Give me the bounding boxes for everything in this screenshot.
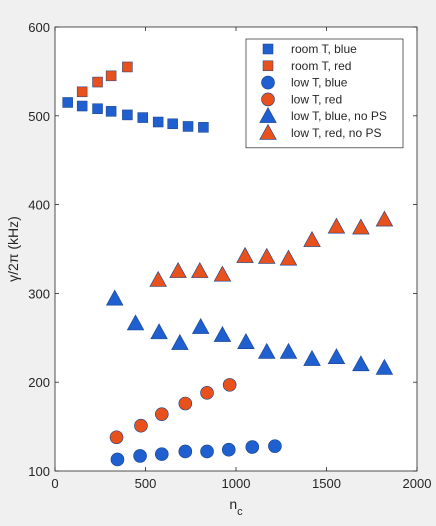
series-3-point-1 (134, 418, 148, 433)
series-5-point-10 (375, 210, 394, 227)
legend-marker-1 (262, 60, 274, 72)
x-tick-label-3: 1500 (312, 476, 341, 491)
series-5-point-8 (327, 217, 346, 234)
legend-marker-5 (259, 123, 277, 140)
series-4-point-8 (279, 342, 298, 359)
x-tick-label-0: 0 (51, 476, 58, 491)
series-5-point-0 (149, 270, 167, 287)
series-2-point-2 (154, 447, 169, 461)
legend: room T, blue room T, red low T, blue low T,… (245, 38, 404, 149)
legend-marker-0 (262, 43, 274, 55)
legend-marker-4 (259, 107, 277, 123)
series-4-point-2 (150, 323, 168, 340)
series-2-point-4 (200, 444, 214, 459)
series-5-point-7 (303, 230, 321, 247)
y-axis-label: γ/2π (kHz) (5, 216, 21, 282)
legend-label-3: low T, red (291, 92, 342, 106)
series-3-point-2 (154, 407, 169, 421)
y-tick-label-4: 500 (28, 109, 50, 124)
series-0-point-4 (122, 109, 133, 121)
series-0-point-9 (198, 122, 209, 133)
series-2-point-6 (245, 440, 260, 454)
series-5-point-1 (169, 262, 187, 278)
series-4-point-4 (191, 317, 210, 334)
series-4-point-0 (105, 289, 124, 306)
series-1-point-0 (76, 86, 88, 98)
y-tick-label-0: 100 (28, 464, 50, 479)
series-0-point-0 (62, 97, 73, 108)
x-tick-label-1: 500 (135, 476, 157, 491)
series-3-point-3 (178, 396, 193, 411)
axes: 0 500 1000 1500 2000 100 200 300 400 500 600 nc γ/2π… (5, 20, 431, 518)
x-tick-label-4: 2000 (403, 476, 432, 491)
series-1-point-3 (122, 61, 133, 73)
series-4-point-3 (171, 333, 189, 350)
series-5-point-3 (213, 265, 232, 282)
series-4-point-11 (352, 355, 370, 372)
legend-label-4: low T, blue, no PS (291, 109, 387, 123)
series-4-point-1 (126, 314, 145, 331)
series-5-point-2 (191, 262, 209, 278)
series-2-point-7 (268, 439, 282, 453)
series-0-point-7 (167, 118, 178, 130)
legend-label-2: low T, blue (291, 76, 348, 90)
legend-marker-2 (261, 75, 275, 90)
series-4-point-6 (237, 333, 255, 349)
series-2-point-3 (178, 444, 193, 459)
series-1-point-1 (92, 76, 103, 88)
series-3-point-4 (200, 386, 214, 400)
series-4-point-12 (375, 358, 394, 375)
x-axis-label: nc (229, 496, 243, 518)
series-2-point-0 (110, 452, 125, 467)
x-tick-label-2: 1000 (222, 476, 251, 491)
series-2-point-1 (133, 449, 147, 463)
series-0-point-1 (76, 100, 88, 112)
series-0-point-5 (137, 112, 149, 123)
series-3-point-0 (109, 430, 124, 445)
series-5-point-5 (258, 247, 276, 264)
series-0-point-8 (182, 121, 194, 132)
series-2-point-5 (221, 442, 236, 457)
y-tick-label-1: 200 (28, 375, 50, 390)
series-5-point-9 (352, 218, 370, 235)
legend-label-0: room T, blue (291, 42, 357, 56)
series-1-point-2 (105, 70, 117, 82)
series-4-point-7 (258, 342, 276, 359)
legend-marker-3 (261, 92, 275, 107)
series-4-point-5 (213, 325, 232, 342)
y-tick-label-3: 400 (28, 198, 50, 213)
series-0-point-6 (152, 116, 164, 128)
series-5-point-6 (279, 249, 298, 266)
legend-label-1: room T, red (291, 59, 351, 73)
series-5-point-4 (236, 246, 254, 263)
legend-label-5: low T, red, no PS (291, 126, 382, 140)
series-0-point-2 (92, 103, 103, 114)
series-4-point-10 (327, 348, 346, 365)
legend-box (245, 38, 404, 149)
series-4-point-9 (303, 349, 321, 366)
series-3-point-5 (222, 378, 237, 392)
y-tick-label-5: 600 (28, 20, 50, 35)
y-tick-label-2: 300 (28, 286, 50, 301)
series-0-point-3 (105, 106, 117, 117)
data-marks (62, 61, 394, 467)
